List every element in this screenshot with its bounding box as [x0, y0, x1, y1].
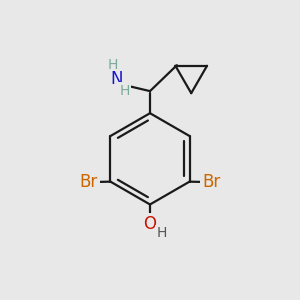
- Text: N: N: [110, 70, 122, 88]
- Text: H: H: [157, 226, 167, 240]
- Text: Br: Br: [202, 173, 221, 191]
- Text: O: O: [143, 214, 157, 232]
- Text: Br: Br: [79, 173, 98, 191]
- Text: H: H: [108, 58, 119, 72]
- Text: H: H: [119, 83, 130, 98]
